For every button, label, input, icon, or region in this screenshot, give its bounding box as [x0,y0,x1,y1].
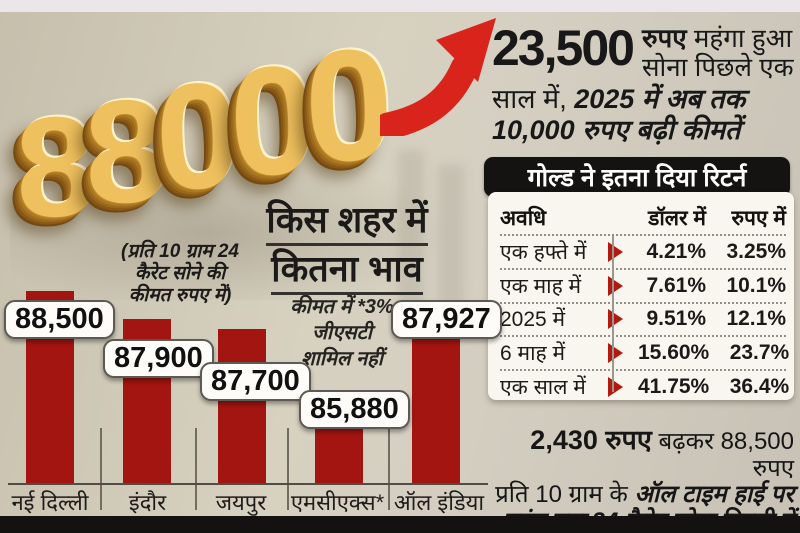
period-label: एक हफ्ते में [500,240,587,264]
x-label-new-delhi: नई दिल्ली [11,490,89,515]
row-marker [608,275,638,296]
footer-line2-normal: प्रति 10 ग्राम के [495,481,635,508]
value-pill-mcx: 85,880 [299,390,410,429]
bottom-strip [0,516,800,533]
footer-line1: 2,430 रुपए बढ़कर 88,500 रुपए [486,427,794,482]
category-divider [287,428,289,510]
hero-shadow [10,150,450,300]
returns-table-panel: अवधि डॉलर में रुपए में एक हफ्ते में 4.21… [488,192,794,400]
category-divider [388,428,390,510]
rupee-value: 12.1% [726,307,786,331]
rupee-value: 3.25% [726,239,786,263]
headline-block: 23,500 रुपए महंगा हुआ सोना पिछले एक साल … [492,20,798,146]
value-pill-jaipur: 87,700 [200,362,311,401]
gold-digit: 0 [302,16,387,196]
bar-all-india [412,327,460,483]
city-chart-title-line1: किस शहर में [266,197,428,246]
footer-line2: प्रति 10 ग्राम के ऑल टाइम हाई पर [486,481,794,509]
headline-side-rest: महंगा हुआ [686,23,793,53]
headline-side-bold: रुपए [641,23,687,53]
dollar-value: 15.60% [638,341,710,365]
gst-note: कीमत में *3% जीएसटी शामिल नहीं [282,294,402,372]
gst-note-line: जीएसटी [312,322,372,344]
col-period: अवधि [500,207,547,230]
city-chart-title: किस शहर में कितना भाव [233,197,461,295]
x-label-indore: इंदौर [128,490,167,515]
city-chart-title-line2: कितना भाव [271,246,423,295]
top-strip [0,0,800,12]
footer-line1-bold: 2,430 रुपए [530,425,652,455]
bar-jaipur [218,329,266,483]
value-pill-indore: 87,900 [103,339,214,378]
row-marker [608,377,638,398]
returns-row: एक हफ्ते में 4.21% 3.25% [500,236,786,270]
footer-line2-bold: ऑल टाइम हाई पर [634,481,794,508]
red-triangle-icon [608,377,623,398]
period-label: एक माह में [500,274,582,298]
rupee-value: 10.1% [726,273,786,297]
dollar-value: 41.75% [638,375,710,399]
period-label: एक साल में [500,376,586,400]
col-dollar: डॉलर में [648,207,706,230]
value-pill-new-delhi: 88,500 [4,300,115,339]
red-triangle-icon [608,275,623,296]
category-divider [100,428,102,510]
col-rupee: रुपए में [731,207,787,230]
red-triangle-icon [608,241,623,262]
returns-marker-line [612,236,614,392]
dollar-value: 4.21% [646,239,706,263]
headline-line2-bold: 2025 में अब तक [574,84,746,114]
x-axis-line [8,483,488,485]
rupee-value: 36.4% [729,375,790,399]
unit-note-line: (प्रति 10 ग्राम 24 [121,241,239,262]
headline-amount: 23,500 [492,20,635,76]
row-marker [608,241,638,262]
unit-note-line: कैरेट सोने की [134,263,226,284]
gold-digit: 8 [82,68,159,235]
footer-line1-rest: बढ़कर 88,500 रुपए [651,428,794,482]
x-label-mcx: एमसीएक्स* [290,490,385,515]
period-label: 6 माह में [500,342,566,366]
unit-note: (प्रति 10 ग्राम 24 कैरेट सोने की कीमत रु… [96,241,264,307]
gst-note-line: कीमत में *3% [290,296,394,318]
returns-table-title: गोल्ड ने इतना दिया रिटर्न [484,157,790,197]
gold-price-88000: 88000 [13,17,386,248]
red-triangle-icon [608,309,623,330]
background-band [438,165,464,315]
x-label-all-india: ऑल इंडिया [393,490,485,515]
red-triangle-icon [608,343,623,364]
unit-note-line: कीमत रुपए में) [128,285,232,306]
row-marker [608,343,638,364]
x-label-jaipur: जयपुर [215,490,267,515]
returns-row: 2025 में 9.51% 12.1% [500,304,786,338]
category-divider [195,428,197,510]
headline-line2: साल में, 2025 में अब तक [492,84,798,115]
gst-note-line: शामिल नहीं [301,348,383,370]
up-trend-arrow-icon [374,12,502,140]
headline-line2-normal: साल में, [492,84,575,114]
returns-table-header-row: अवधि डॉलर में रुपए में [500,202,786,236]
period-label: 2025 में [500,308,566,332]
headline-line3: 10,000 रुपए बढ़ी कीमतें [492,115,741,145]
headline-side-text: रुपए महंगा हुआ सोना पिछले एक [642,20,794,82]
rupee-value: 23.7% [729,341,790,365]
gold-digit: 8 [13,86,88,249]
returns-row: 6 माह में 15.60% 23.7% [500,337,790,372]
dollar-value: 9.51% [646,307,706,331]
returns-row: एक माह में 7.61% 10.1% [500,270,786,304]
gold-digit: 0 [226,33,309,209]
headline-side-line2: सोना पिछले एक [641,52,794,82]
value-pill-all-india: 87,927 [391,300,502,339]
background-band [398,150,424,310]
row-marker [608,309,638,330]
gold-digit: 0 [153,50,233,222]
returns-row: एक साल में 41.75% 36.4% [500,371,790,403]
dollar-value: 7.61% [646,273,706,297]
